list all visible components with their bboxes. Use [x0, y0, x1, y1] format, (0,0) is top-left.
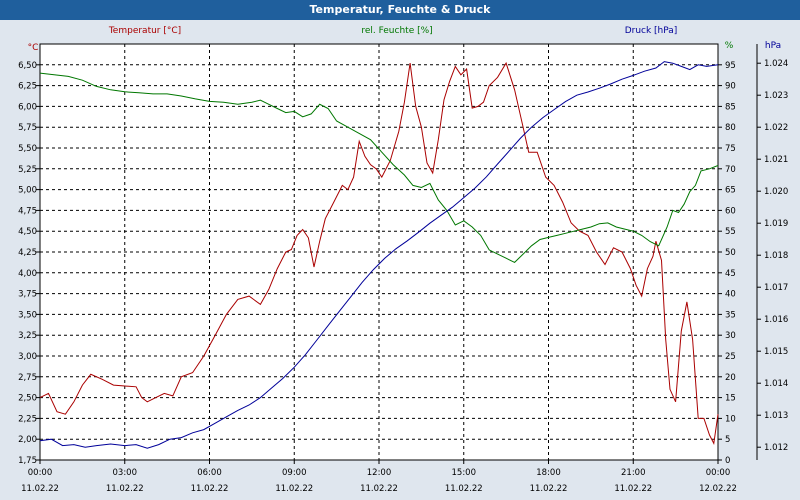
- pressure-tick-label: 1.023: [764, 91, 788, 101]
- temperature-tick-label: 4,75: [18, 206, 37, 216]
- time-tick-label: 09:00: [282, 468, 307, 478]
- pressure-axis: 1.012 1.013 1.014 1.015 1.016 1.017 1.018 1.019…: [756, 41, 788, 460]
- time-tick-label: 18:00: [536, 468, 561, 478]
- series-layer: [39, 61, 719, 449]
- temperature-tick-label: 6,25: [18, 82, 37, 92]
- chart-title: Temperatur, Feuchte & Druck: [0, 0, 800, 20]
- date-tick-label: 11.02.22: [21, 484, 59, 494]
- chart-canvas: 1,75 2,00 2,25 2,50 2,75 3,00 3,25 3,50 3,75 4,00…: [18, 26, 788, 494]
- legend-pressure: Druck [hPa]: [625, 26, 678, 36]
- temperature-tick-label: 5,00: [18, 186, 37, 196]
- temperature-tick-label: 2,75: [18, 373, 37, 383]
- temperature-tick-label: 2,00: [18, 435, 37, 445]
- humidity-tick-label: 80: [725, 123, 736, 133]
- time-tick-label: 15:00: [452, 468, 477, 478]
- temperature-tick-label: 3,50: [18, 310, 37, 320]
- legend-temperature: Temperatur [°C]: [108, 26, 181, 36]
- pressure-tick-label: 1.015: [764, 347, 788, 357]
- pressure-tick-label: 1.022: [764, 123, 788, 133]
- humidity-tick-label: 45: [725, 269, 736, 279]
- temperature-tick-label: 6,00: [18, 102, 37, 112]
- temperature-axis: 1,75 2,00 2,25 2,50 2,75 3,00 3,25 3,50 3,75 4,00…: [18, 43, 40, 466]
- date-tick-label: 11.02.22: [614, 484, 652, 494]
- temperature-tick-label: 4,50: [18, 227, 37, 237]
- temperature-tick-label: 3,75: [18, 290, 37, 300]
- temperature-tick-label: 3,00: [18, 352, 37, 362]
- humidity-tick-label: 20: [725, 373, 736, 383]
- humidity-tick-label: 60: [725, 206, 736, 216]
- pressure-tick-label: 1.020: [764, 187, 788, 197]
- date-tick-label: 12.02.22: [699, 484, 737, 494]
- grid-lines: [40, 44, 718, 461]
- humidity-tick-label: 40: [725, 290, 736, 300]
- humidity-tick-label: 55: [725, 227, 736, 237]
- humidity-tick-label: 5: [725, 435, 730, 445]
- temperature-tick-label: 3,25: [18, 331, 37, 341]
- series-line-humidity: [39, 72, 719, 264]
- pressure-tick-label: 1.014: [764, 379, 788, 389]
- temperature-tick-label: 4,25: [18, 248, 37, 258]
- humidity-axis: 0 5 10 15 20 25 30 35 40 45 50 55 60 65 70 75 80 85 90 95%: [718, 41, 736, 466]
- temperature-tick-label: 2,25: [18, 414, 37, 424]
- humidity-unit-label: %: [725, 41, 734, 51]
- date-tick-label: 11.02.22: [106, 484, 144, 494]
- temperature-unit-label: °C: [28, 43, 39, 53]
- humidity-tick-label: 70: [725, 165, 736, 175]
- pressure-tick-label: 1.018: [764, 251, 788, 261]
- humidity-tick-label: 50: [725, 248, 736, 258]
- temperature-tick-label: 5,75: [18, 123, 37, 133]
- temperature-tick-label: 4,00: [18, 269, 37, 279]
- humidity-tick-label: 85: [725, 102, 736, 112]
- pressure-unit-label: hPa: [765, 41, 781, 51]
- humidity-tick-label: 25: [725, 352, 736, 362]
- temperature-tick-label: 1,75: [18, 456, 37, 466]
- humidity-tick-label: 75: [725, 144, 736, 154]
- time-tick-label: 06:00: [197, 468, 222, 478]
- pressure-tick-label: 1.017: [764, 283, 788, 293]
- pressure-tick-label: 1.019: [764, 219, 788, 229]
- pressure-tick-label: 1.024: [764, 59, 788, 69]
- date-tick-label: 11.02.22: [445, 484, 483, 494]
- humidity-tick-label: 10: [725, 414, 736, 424]
- temperature-tick-label: 5,25: [18, 165, 37, 175]
- time-axis: 00:00 11.02.22 03:00 11.02.22 06:00 11.02.22 0…: [21, 460, 737, 494]
- humidity-tick-label: 90: [725, 82, 736, 92]
- legend: Temperatur [°C] rel. Feuchte [%] Druck [hP…: [108, 26, 677, 36]
- legend-humidity: rel. Feuchte [%]: [361, 26, 432, 36]
- series-line-pressure: [39, 61, 719, 449]
- temperature-tick-label: 2,50: [18, 394, 37, 404]
- time-tick-label: 21:00: [621, 468, 646, 478]
- humidity-tick-label: 15: [725, 394, 736, 404]
- temperature-tick-label: 5,50: [18, 144, 37, 154]
- pressure-tick-label: 1.016: [764, 315, 788, 325]
- humidity-tick-label: 30: [725, 331, 736, 341]
- humidity-tick-label: 35: [725, 310, 736, 320]
- date-tick-label: 11.02.22: [530, 484, 568, 494]
- pressure-tick-label: 1.021: [764, 155, 788, 165]
- humidity-tick-label: 95: [725, 61, 736, 71]
- humidity-tick-label: 0: [725, 456, 730, 466]
- temperature-tick-label: 6,50: [18, 61, 37, 71]
- date-tick-label: 11.02.22: [191, 484, 229, 494]
- date-tick-label: 11.02.22: [275, 484, 313, 494]
- humidity-tick-label: 65: [725, 186, 736, 196]
- pressure-tick-label: 1.012: [764, 443, 788, 453]
- time-tick-label: 03:00: [113, 468, 138, 478]
- pressure-tick-label: 1.013: [764, 411, 788, 421]
- series-line-temperature: [39, 61, 719, 446]
- time-tick-label: 00:00: [28, 468, 53, 478]
- time-tick-label: 12:00: [367, 468, 392, 478]
- date-tick-label: 11.02.22: [360, 484, 398, 494]
- time-tick-label: 00:00: [706, 468, 731, 478]
